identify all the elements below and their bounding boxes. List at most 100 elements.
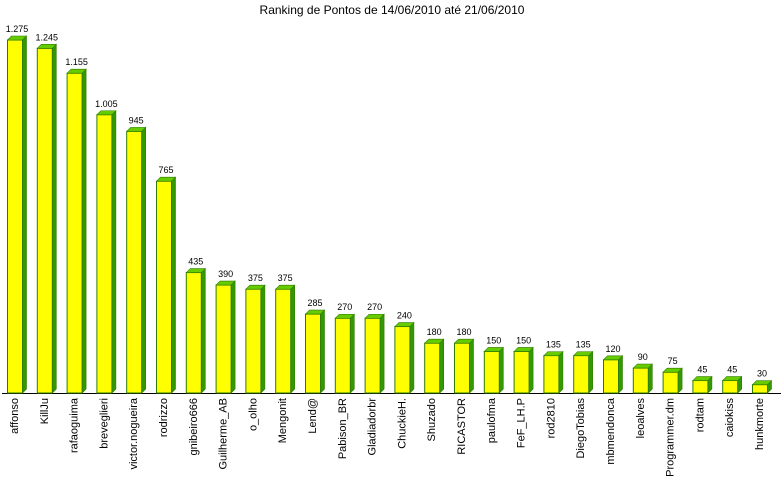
bar-front	[483, 350, 500, 394]
bar	[334, 313, 356, 394]
bar-top	[394, 322, 415, 327]
bar-side	[618, 355, 623, 394]
bar-top	[125, 127, 147, 132]
bar-top	[96, 110, 117, 116]
bar-top	[304, 309, 326, 315]
bar-value-label: 30	[757, 369, 767, 379]
bar	[513, 346, 534, 394]
bar-top	[572, 351, 594, 356]
category-label: Pabison_BR	[337, 398, 349, 459]
bar-front	[126, 130, 143, 394]
bar-value-label: 45	[697, 365, 707, 375]
bar-value-label: 765	[158, 165, 173, 175]
bar	[215, 280, 236, 394]
bar-front	[215, 284, 232, 394]
bar-front	[66, 72, 83, 394]
bar-value-label: 45	[727, 365, 737, 375]
category-label: breveglieri	[98, 398, 110, 449]
bar	[751, 379, 773, 394]
bar-value-label: 390	[218, 269, 233, 279]
category-label: Mengonit	[277, 398, 289, 443]
bar	[453, 338, 475, 394]
bar-top	[692, 376, 713, 381]
category-label: hunkmorte	[754, 398, 766, 450]
bar-side	[81, 68, 87, 394]
bar-side	[51, 43, 57, 394]
bar-top	[155, 176, 177, 182]
bar	[36, 43, 58, 394]
bar-front	[722, 380, 739, 394]
bar	[721, 375, 743, 394]
bar-value-label: 180	[456, 327, 471, 337]
bar	[66, 68, 87, 394]
bar-value-label: 1.155	[65, 57, 88, 67]
bar-front	[7, 39, 23, 394]
bar-side	[290, 284, 296, 394]
category-label: rafaoguima	[69, 397, 81, 453]
chart-title: Ranking de Pontos de 14/06/2010 até 21/0…	[259, 3, 525, 17]
category-label: Gladiadorbr	[367, 398, 379, 456]
bar	[394, 321, 415, 394]
bar	[155, 176, 177, 394]
category-label: gnibeiro666	[188, 398, 200, 456]
category-label: caiokiss	[724, 398, 736, 438]
bar-side	[379, 313, 385, 394]
category-label: rod2810	[545, 398, 557, 438]
bar-top	[513, 347, 534, 352]
category-label: rodtam	[694, 398, 706, 432]
bar-value-label: 150	[486, 335, 501, 345]
bar-value-label: 270	[367, 302, 382, 312]
bar-top	[453, 338, 475, 344]
bar	[483, 346, 505, 394]
category-label: Guilherme_AB	[218, 398, 230, 470]
bar-value-label: 375	[278, 273, 293, 283]
bar-front	[185, 272, 202, 394]
bar-top	[334, 313, 356, 319]
category-label: leoalves	[635, 398, 647, 439]
bar-top	[602, 355, 624, 361]
category-label: paulofma	[486, 397, 498, 443]
bar-side	[230, 280, 236, 394]
category-label: ChuckieH.	[396, 398, 408, 449]
bar	[185, 267, 207, 394]
category-label: FeF_LH.P	[516, 398, 528, 448]
bar-side	[647, 363, 653, 394]
bar-top	[215, 280, 236, 286]
bar-value-label: 75	[668, 356, 678, 366]
bar-value-label: 1.245	[36, 32, 59, 42]
bar	[304, 309, 326, 394]
bar-side	[558, 350, 564, 394]
bar-value-label: 435	[188, 257, 203, 267]
category-label: DiegoTobias	[575, 398, 587, 459]
bar-front	[752, 384, 768, 394]
bar-front	[513, 350, 530, 394]
bar-front	[36, 47, 53, 394]
bar-top	[543, 351, 564, 356]
bar	[245, 284, 266, 394]
bar-front	[454, 342, 470, 394]
bar-front	[424, 342, 441, 394]
bar	[692, 375, 713, 394]
bar-value-label: 375	[248, 273, 263, 283]
bar-front	[96, 114, 113, 394]
bar	[662, 367, 683, 394]
bar	[96, 110, 117, 394]
bar-value-label: 150	[516, 335, 531, 345]
bar-side	[588, 350, 594, 394]
bar	[572, 350, 594, 394]
bar-front	[275, 288, 292, 394]
bar	[602, 355, 624, 394]
bar	[6, 35, 28, 394]
bar-front	[156, 180, 172, 394]
bar-value-label: 180	[427, 327, 442, 337]
category-label: o_olho	[247, 398, 259, 431]
bar-side	[349, 313, 355, 394]
bar	[543, 350, 564, 394]
bar-side	[201, 267, 206, 394]
bar-top	[36, 44, 58, 49]
bar-value-label: 120	[605, 344, 620, 354]
bar-top	[721, 376, 743, 381]
bar-side	[469, 338, 474, 394]
